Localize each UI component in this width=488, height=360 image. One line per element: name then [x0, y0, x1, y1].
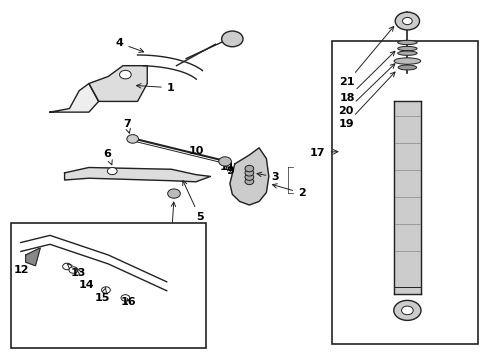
Circle shape: [402, 18, 411, 24]
Text: 12: 12: [14, 265, 29, 275]
Text: 4: 4: [116, 38, 143, 53]
Circle shape: [218, 157, 231, 166]
Circle shape: [244, 170, 253, 176]
Text: 8: 8: [166, 202, 175, 255]
Circle shape: [244, 165, 253, 172]
Circle shape: [119, 70, 131, 79]
Polygon shape: [64, 167, 210, 182]
Ellipse shape: [397, 46, 416, 51]
Text: 9: 9: [225, 166, 233, 176]
Polygon shape: [26, 248, 40, 266]
Ellipse shape: [397, 40, 416, 45]
Polygon shape: [89, 66, 147, 102]
Circle shape: [244, 174, 253, 180]
Circle shape: [69, 267, 78, 273]
Text: 10: 10: [188, 146, 203, 156]
Circle shape: [244, 178, 253, 185]
Polygon shape: [50, 84, 99, 112]
Polygon shape: [229, 148, 268, 205]
Circle shape: [107, 167, 117, 175]
Ellipse shape: [393, 58, 420, 64]
Text: 19: 19: [338, 72, 394, 129]
Circle shape: [393, 300, 420, 320]
Circle shape: [401, 306, 412, 315]
Text: 16: 16: [120, 297, 136, 307]
Text: 6: 6: [103, 149, 112, 165]
Text: 15: 15: [95, 288, 110, 303]
Text: 21: 21: [339, 27, 393, 87]
Text: 1: 1: [136, 83, 174, 93]
Text: 20: 20: [338, 64, 394, 116]
Text: 18: 18: [339, 51, 394, 103]
Text: 13: 13: [67, 264, 85, 278]
Bar: [331, 41, 477, 344]
Circle shape: [221, 31, 243, 47]
Text: 11: 11: [219, 162, 234, 172]
Circle shape: [126, 135, 138, 143]
Text: 3: 3: [257, 172, 278, 182]
Bar: [11, 223, 205, 348]
Text: 5: 5: [183, 181, 203, 222]
Circle shape: [121, 295, 129, 301]
Circle shape: [62, 263, 71, 270]
Circle shape: [102, 287, 110, 293]
Text: 17: 17: [309, 148, 337, 158]
Text: 14: 14: [75, 268, 95, 290]
Text: 2: 2: [272, 184, 305, 198]
Circle shape: [394, 12, 419, 30]
Circle shape: [167, 189, 180, 198]
Ellipse shape: [397, 65, 416, 70]
Ellipse shape: [397, 51, 416, 55]
Text: 7: 7: [122, 119, 130, 133]
